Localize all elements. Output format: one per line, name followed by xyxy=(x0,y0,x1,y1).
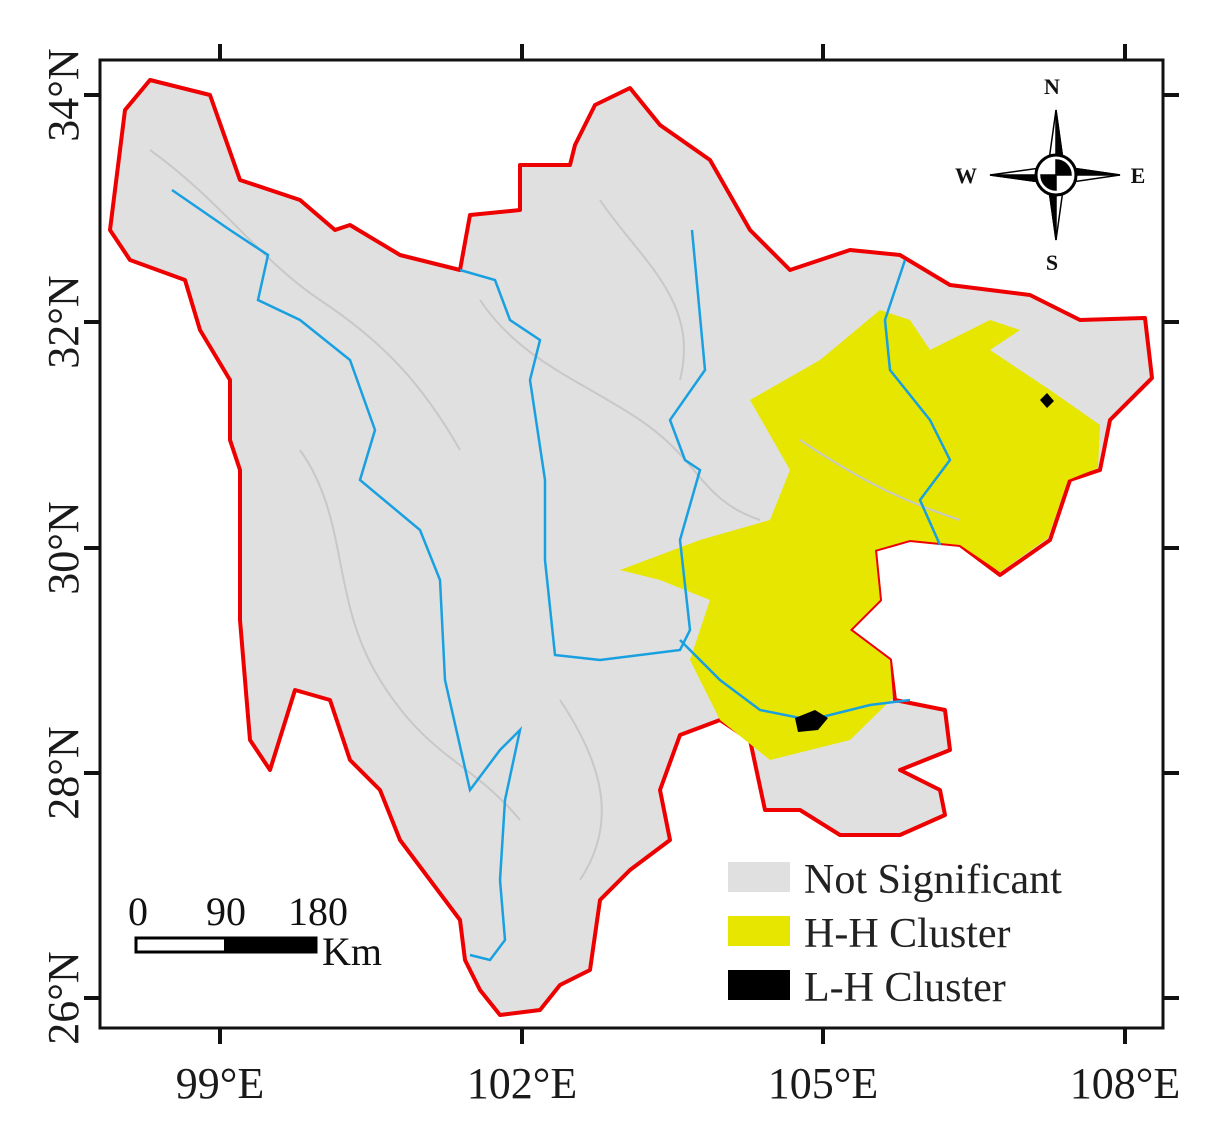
scale-label: 180 xyxy=(288,889,348,934)
x-axis-label: 105°E xyxy=(768,1059,878,1108)
legend-label: Not Significant xyxy=(804,857,1062,903)
y-axis-label: 26°N xyxy=(39,951,88,1044)
y-axis-label: 28°N xyxy=(39,726,88,819)
scale-unit: Km xyxy=(322,929,382,974)
compass-west: W xyxy=(955,163,977,188)
compass-east: E xyxy=(1131,163,1146,188)
y-axis-label: 30°N xyxy=(39,501,88,594)
rivers xyxy=(171,188,952,962)
compass-north: N xyxy=(1044,74,1060,99)
legend-label: H-H Cluster xyxy=(804,911,1010,957)
legend-swatch xyxy=(728,916,790,946)
y-axis-label: 32°N xyxy=(39,275,88,368)
x-axis-label: 99°E xyxy=(176,1059,264,1108)
contour-lines xyxy=(149,149,961,881)
scale-label: 0 xyxy=(128,889,148,934)
scale-bar-segment xyxy=(224,938,316,952)
x-axis-label: 108°E xyxy=(1070,1059,1180,1108)
lh-cluster-area xyxy=(1040,393,1054,408)
hh-cluster-area xyxy=(620,310,1100,760)
compass-south: S xyxy=(1046,250,1058,275)
compass-rose xyxy=(989,109,1121,241)
y-axis-label: 34°N xyxy=(39,48,88,141)
x-axis-label: 102°E xyxy=(467,1059,577,1108)
scale-label: 90 xyxy=(206,889,246,934)
province-area xyxy=(108,78,1154,1017)
legend-swatch xyxy=(728,970,790,1000)
legend-swatch xyxy=(728,862,790,892)
legend-label: L-H Cluster xyxy=(804,965,1006,1011)
lh-cluster-area xyxy=(795,710,828,732)
